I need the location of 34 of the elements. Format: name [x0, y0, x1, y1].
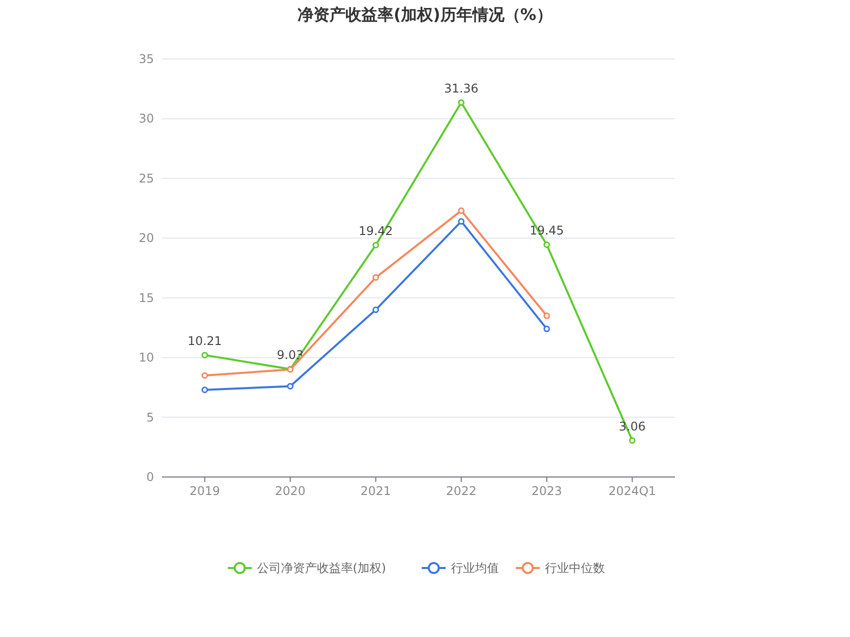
- legend-label: 行业中位数: [544, 561, 605, 575]
- point: [372, 306, 379, 314]
- x-tick-label: 2020: [274, 484, 306, 498]
- point: [458, 218, 464, 225]
- x-tick-label: 2023: [531, 484, 562, 498]
- x-tick-label: 2024Q1: [608, 484, 656, 498]
- point: [544, 241, 550, 248]
- y-tick-label: 20: [138, 231, 154, 246]
- point: [287, 382, 294, 390]
- point: [458, 99, 464, 106]
- x-tick-label: 2022: [446, 484, 477, 498]
- data-label: 10.21: [188, 334, 222, 348]
- point: [458, 207, 464, 214]
- point: [544, 312, 550, 320]
- chart-title: 净资产收益率(加权)历年情况（%）: [298, 5, 552, 24]
- y-tick-label: 25: [138, 171, 154, 186]
- point: [629, 437, 636, 444]
- y-tick-label: 15: [138, 290, 154, 305]
- y-tick-label: 5: [146, 410, 154, 424]
- y-tick-label: 35: [138, 52, 154, 66]
- point: [202, 386, 208, 394]
- data-label: 31.36: [444, 81, 478, 96]
- y-tick-label: 30: [138, 112, 154, 126]
- x-tick-label: 2021: [360, 484, 392, 498]
- point: [372, 242, 379, 248]
- x-tick-label: 2019: [189, 484, 220, 498]
- legend-label: 公司净资产收益率(加权): [256, 561, 386, 575]
- point: [544, 326, 550, 332]
- point: [372, 274, 379, 281]
- y-tick-label: 0: [146, 470, 154, 484]
- point: [202, 352, 208, 358]
- y-tick-label: 10: [138, 350, 154, 365]
- point: [202, 372, 208, 379]
- legend-label: 行业均值: [450, 561, 499, 575]
